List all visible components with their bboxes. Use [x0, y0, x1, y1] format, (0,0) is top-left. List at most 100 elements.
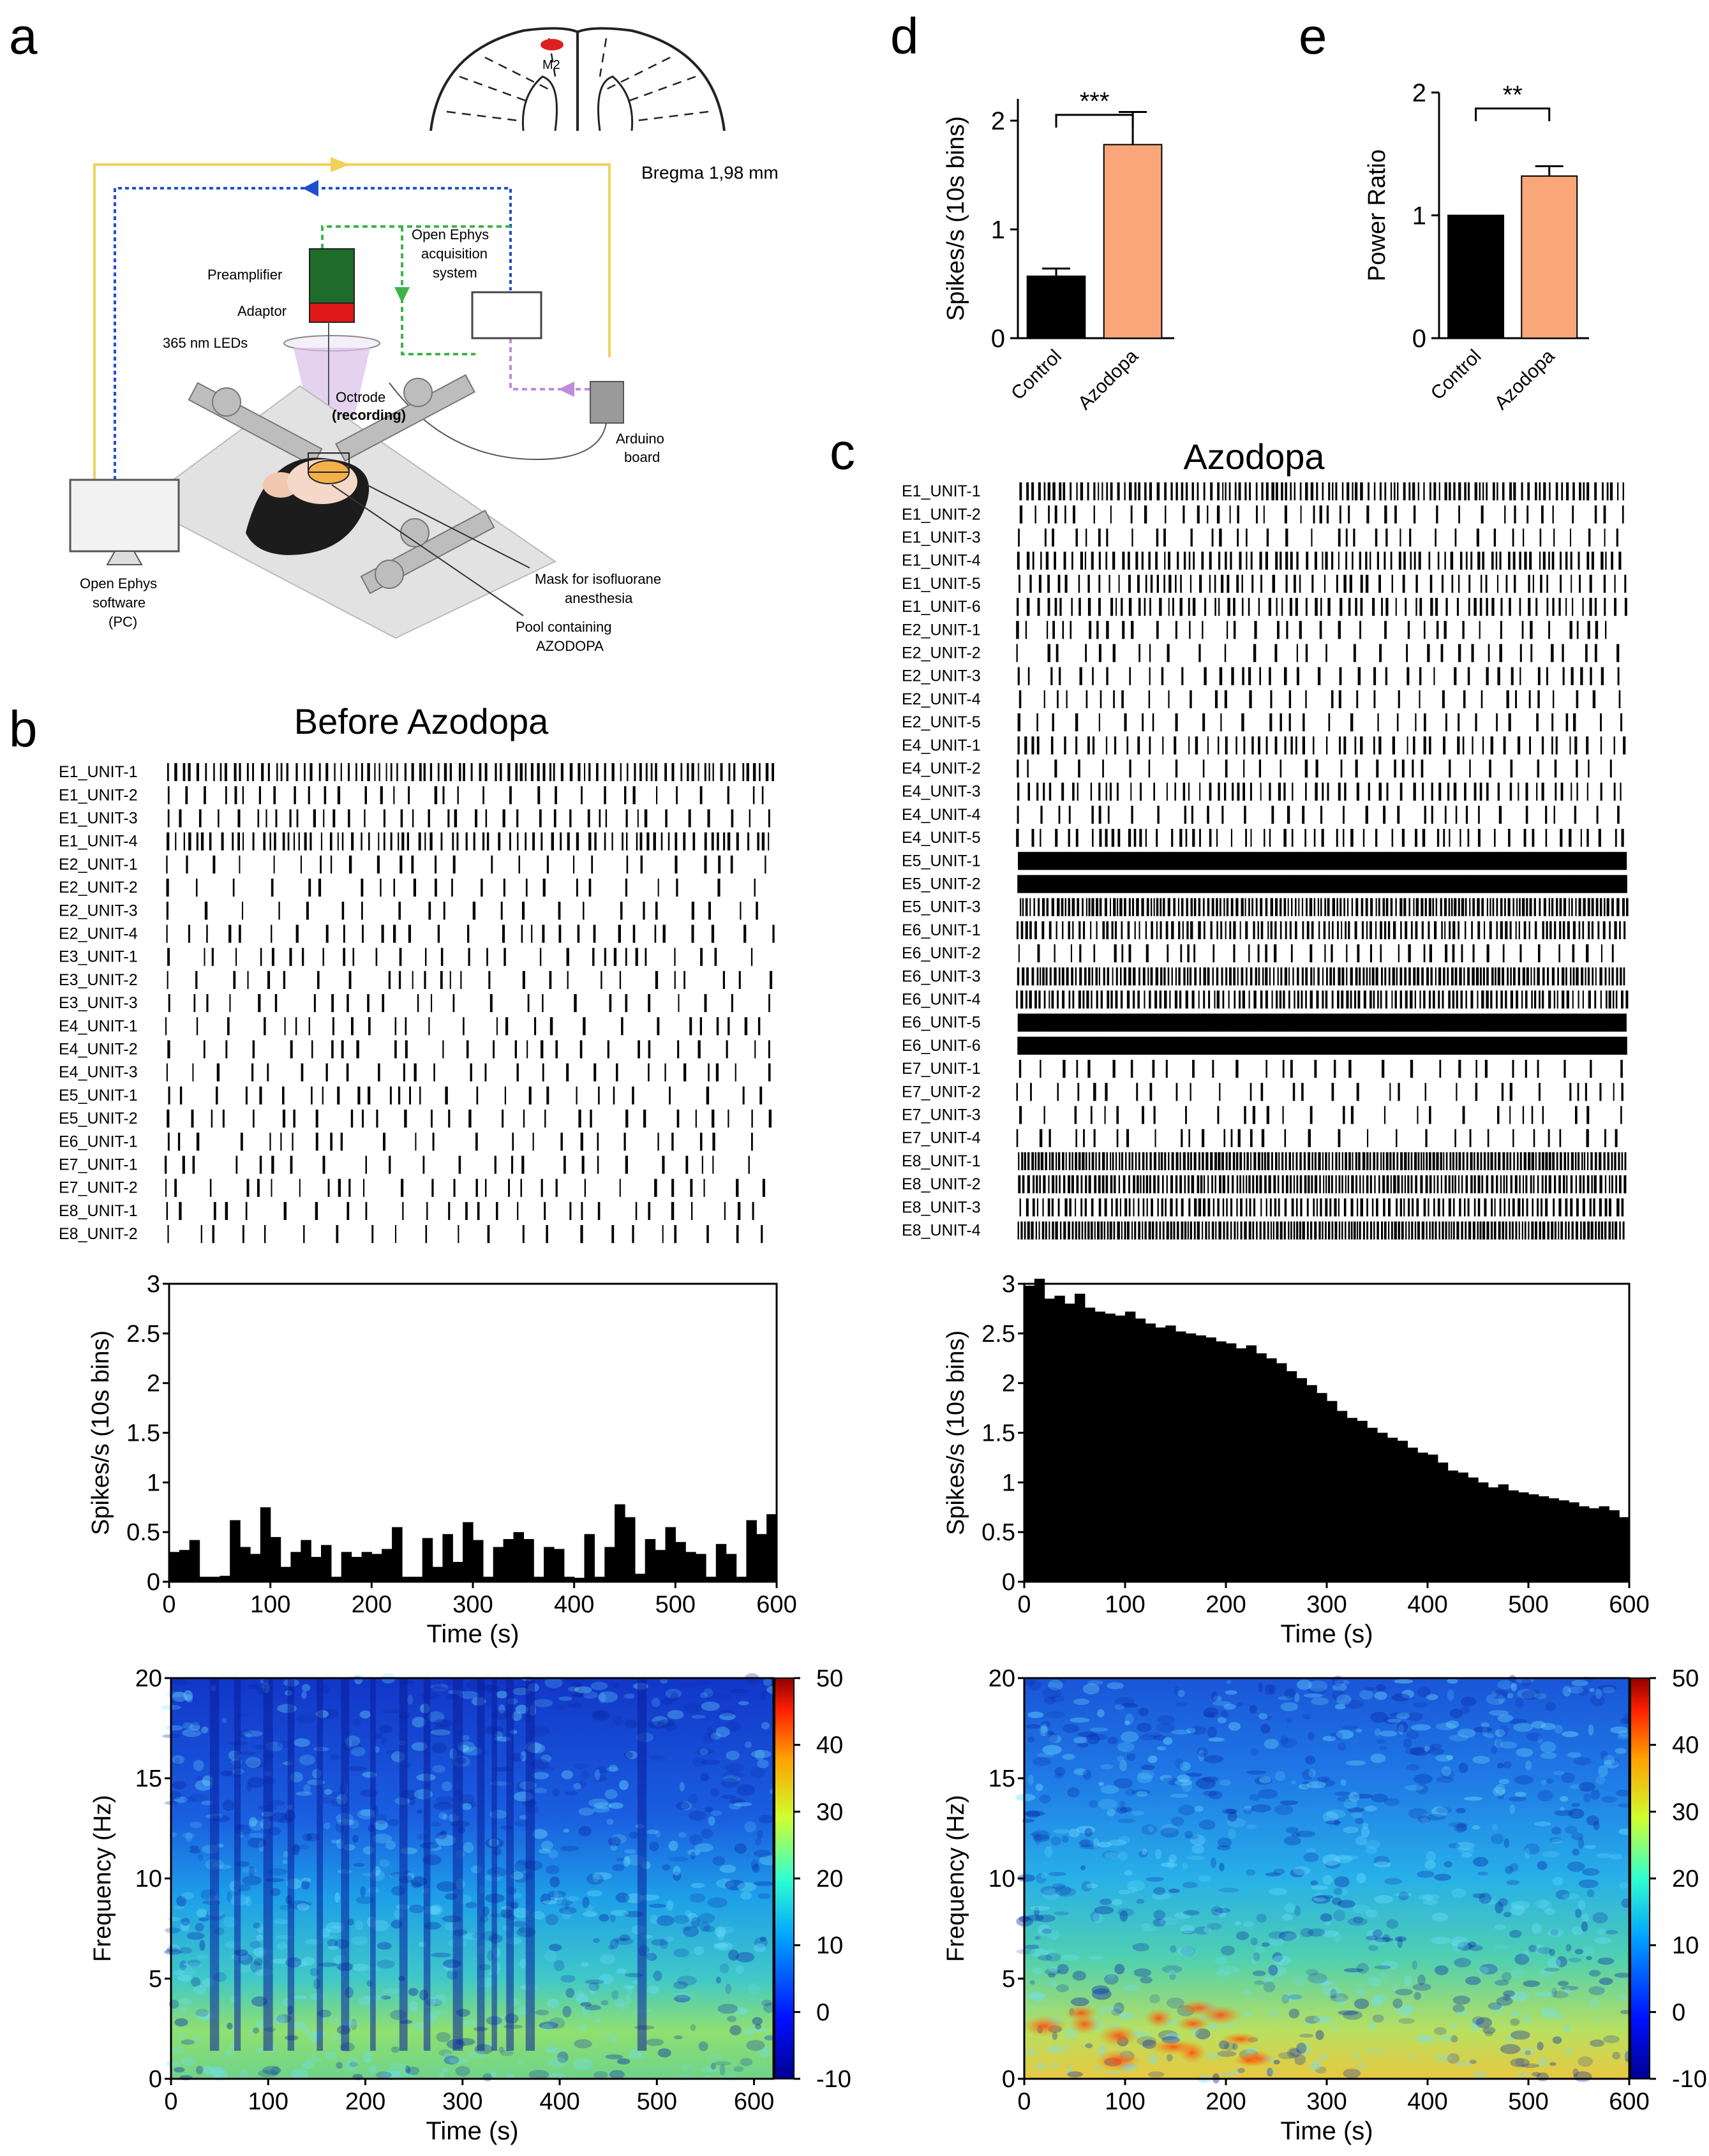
spike-mark — [1043, 1013, 1046, 1032]
spike-mark — [1242, 852, 1245, 870]
spike-mark — [1479, 482, 1481, 501]
spike-mark — [1022, 852, 1024, 870]
spike-mark — [1159, 1221, 1161, 1240]
spike-mark — [1202, 1152, 1204, 1170]
spike-mark — [1237, 852, 1239, 870]
spike-mark — [1376, 1013, 1379, 1032]
spectral-blob — [553, 1959, 565, 1972]
spike-mark — [1368, 482, 1369, 501]
spike-mark — [1421, 852, 1424, 870]
spike-mark — [1339, 736, 1341, 755]
spike-mark — [1017, 1221, 1019, 1240]
spike-mark — [1056, 1175, 1057, 1194]
spike-mark — [1272, 852, 1275, 870]
spike-mark — [1064, 1013, 1066, 1032]
spike-mark — [1327, 852, 1330, 870]
spike-mark — [1219, 898, 1221, 916]
spike-mark — [1065, 852, 1068, 870]
spike-mark — [1040, 829, 1041, 847]
spike-mark — [1452, 1036, 1455, 1055]
spike-mark — [648, 994, 651, 1013]
spike-mark — [1218, 1036, 1221, 1055]
spike-mark — [1265, 944, 1267, 963]
spike-mark — [1017, 875, 1019, 893]
spike-mark — [1331, 1083, 1334, 1101]
spike-mark — [1248, 1036, 1251, 1055]
spike-mark — [1308, 1013, 1310, 1032]
spike-mark — [1570, 1013, 1572, 1032]
spike-mark — [1509, 921, 1512, 939]
spike-mark — [433, 1063, 435, 1082]
spike-mark — [1167, 1036, 1169, 1055]
spike-mark — [1396, 1152, 1399, 1170]
spike-mark — [1261, 482, 1264, 501]
spike-mark — [1556, 875, 1560, 893]
spike-mark — [1427, 852, 1429, 870]
spike-mark — [1621, 990, 1623, 1009]
spike-mark — [770, 970, 773, 989]
spike-mark — [1324, 898, 1326, 916]
spike-mark — [1068, 805, 1071, 824]
spike-mark — [1098, 644, 1101, 662]
spike-mark — [1545, 829, 1548, 847]
spike-mark — [1035, 1036, 1039, 1055]
spike-mark — [1536, 782, 1538, 801]
spike-mark — [714, 948, 717, 966]
spike-mark — [1292, 782, 1294, 801]
spike-mark — [1045, 852, 1047, 870]
spike-mark — [403, 1063, 405, 1082]
spectral-blob — [443, 2052, 452, 2062]
spike-mark — [1310, 990, 1313, 1009]
spike-mark — [1586, 551, 1590, 570]
rate-bar — [1569, 1502, 1579, 1582]
rate-bar — [1458, 1472, 1468, 1582]
spike-mark — [1463, 852, 1466, 870]
spike-mark — [1129, 1013, 1131, 1032]
spike-mark — [1482, 852, 1484, 870]
spike-mark — [1378, 574, 1381, 593]
spike-mark — [1081, 852, 1084, 870]
spike-mark — [580, 1225, 583, 1244]
spike-mark — [1451, 1013, 1454, 1032]
spike-mark — [337, 832, 339, 851]
spike-mark — [1057, 990, 1059, 1009]
spike-mark — [1060, 852, 1063, 870]
spike-mark — [1421, 1013, 1424, 1032]
spike-mark — [1063, 551, 1066, 570]
rate-bar — [1135, 1318, 1146, 1582]
spike-mark — [1340, 1013, 1342, 1032]
spike-mark — [1061, 967, 1064, 986]
spike-mark — [655, 763, 657, 782]
spike-mark — [1083, 921, 1086, 939]
spike-mark — [1544, 1013, 1547, 1032]
spike-mark — [1513, 482, 1516, 501]
spike-mark — [1454, 1129, 1456, 1147]
spike-mark — [1526, 1198, 1528, 1217]
spike-mark — [331, 1040, 334, 1059]
spike-mark — [1204, 667, 1207, 685]
spike-mark — [1084, 1198, 1087, 1217]
spike-mark — [683, 1063, 687, 1082]
spike-mark — [1467, 1013, 1469, 1032]
spike-mark — [1377, 1036, 1379, 1055]
spike-mark — [1532, 574, 1534, 593]
spike-mark — [1394, 1013, 1396, 1032]
spike-mark — [1535, 482, 1537, 501]
spike-mark — [271, 1156, 274, 1174]
spike-mark — [1324, 875, 1327, 893]
spike-mark — [1127, 852, 1130, 870]
spike-mark — [662, 1225, 664, 1244]
spike-mark — [1248, 875, 1251, 893]
spike-mark — [1411, 852, 1413, 870]
spike-mark — [338, 1178, 341, 1197]
rate-bar — [1084, 1307, 1096, 1582]
spike-mark — [1199, 829, 1201, 847]
spike-mark — [1266, 1036, 1269, 1055]
spectral-blob — [189, 1794, 209, 1803]
spike-mark — [1146, 1036, 1149, 1055]
spike-mark — [1150, 967, 1153, 986]
spike-mark — [1075, 1013, 1077, 1032]
rate-bar — [1579, 1506, 1590, 1582]
spike-mark — [1064, 1036, 1067, 1055]
spike-mark — [1537, 690, 1540, 708]
